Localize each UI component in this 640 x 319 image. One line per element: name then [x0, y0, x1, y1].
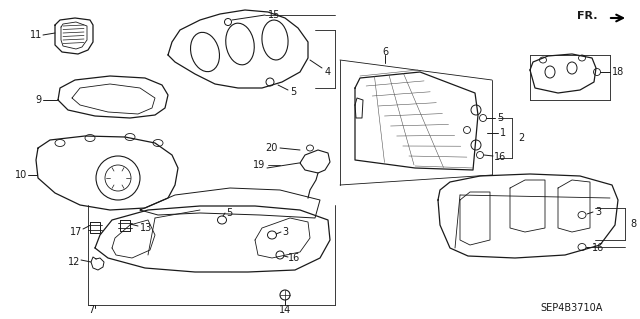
Text: 5: 5 — [497, 113, 503, 123]
Text: 14: 14 — [279, 305, 291, 315]
Text: 16: 16 — [592, 243, 604, 253]
Text: 3: 3 — [595, 207, 601, 217]
Text: 11: 11 — [29, 30, 42, 40]
Text: 16: 16 — [494, 152, 506, 162]
Text: 1: 1 — [500, 128, 506, 138]
Text: 13: 13 — [140, 223, 152, 233]
Text: 2: 2 — [518, 133, 524, 143]
Text: 8: 8 — [630, 219, 636, 229]
Text: 15: 15 — [268, 10, 280, 20]
Text: 19: 19 — [253, 160, 265, 170]
Text: SEP4B3710A: SEP4B3710A — [540, 303, 602, 313]
Text: 5: 5 — [290, 87, 296, 97]
Text: 9: 9 — [36, 95, 42, 105]
Text: 4: 4 — [325, 67, 331, 77]
Text: FR.: FR. — [577, 11, 598, 21]
Text: 5: 5 — [226, 208, 232, 218]
Text: 7: 7 — [88, 305, 94, 315]
Text: 6: 6 — [382, 47, 388, 57]
Text: 20: 20 — [266, 143, 278, 153]
Text: 17: 17 — [70, 227, 82, 237]
Text: 18: 18 — [612, 67, 624, 77]
Text: 10: 10 — [15, 170, 27, 180]
Text: 16: 16 — [288, 253, 300, 263]
Text: 12: 12 — [68, 257, 80, 267]
Text: 3: 3 — [282, 227, 288, 237]
